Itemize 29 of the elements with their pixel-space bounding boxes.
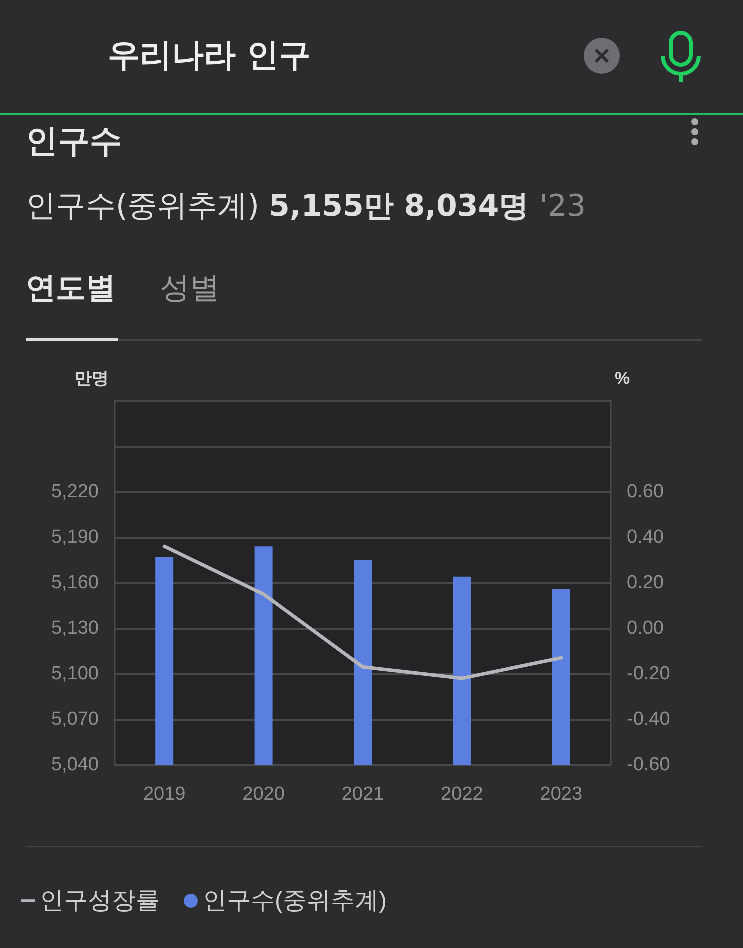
x-tick-label: 2021 [342, 784, 384, 805]
y2-axis-title: % [615, 369, 630, 388]
y-tick-label: 5,160 [51, 572, 99, 594]
legend-label: 인구성장률 [40, 888, 160, 914]
x-tick-label: 2020 [242, 784, 285, 805]
y2-tick-label: -0.40 [627, 709, 670, 730]
line-series [162, 544, 564, 680]
y-tick-label: 5,040 [51, 754, 99, 776]
y2-tick-label: -0.20 [627, 664, 670, 684]
x-tick-label: 2022 [441, 784, 484, 805]
x-tick-label: 2023 [540, 784, 583, 805]
y2-tick-label: 0.00 [627, 618, 664, 639]
y2-tick-label: 0.40 [627, 527, 664, 548]
legend-label: 인구수(중위추계) [203, 888, 387, 914]
text: 우리나라 인구 [108, 35, 312, 76]
y-tick-label: 5,190 [51, 527, 99, 548]
y-tick-label: 5,070 [51, 709, 99, 730]
text: 연도별 [26, 270, 116, 308]
y-tick-label: 5,220 [51, 482, 99, 502]
y-tick-label: 5,100 [51, 664, 99, 684]
x-tick-label: 2019 [143, 784, 186, 805]
y2-tick-label: -0.60 [627, 754, 670, 776]
chart-title: 인구수 [26, 121, 122, 162]
text: 성별 [160, 270, 220, 308]
chart-subtitle: 인구수(중위추계) 5,155만 8,034명 '23 [26, 189, 586, 224]
y-axis-title: 만명 [75, 369, 109, 388]
y-tick-label: 5,130 [51, 618, 99, 639]
y2-tick-label: 0.20 [627, 572, 664, 594]
y2-tick-label: 0.60 [627, 482, 664, 502]
